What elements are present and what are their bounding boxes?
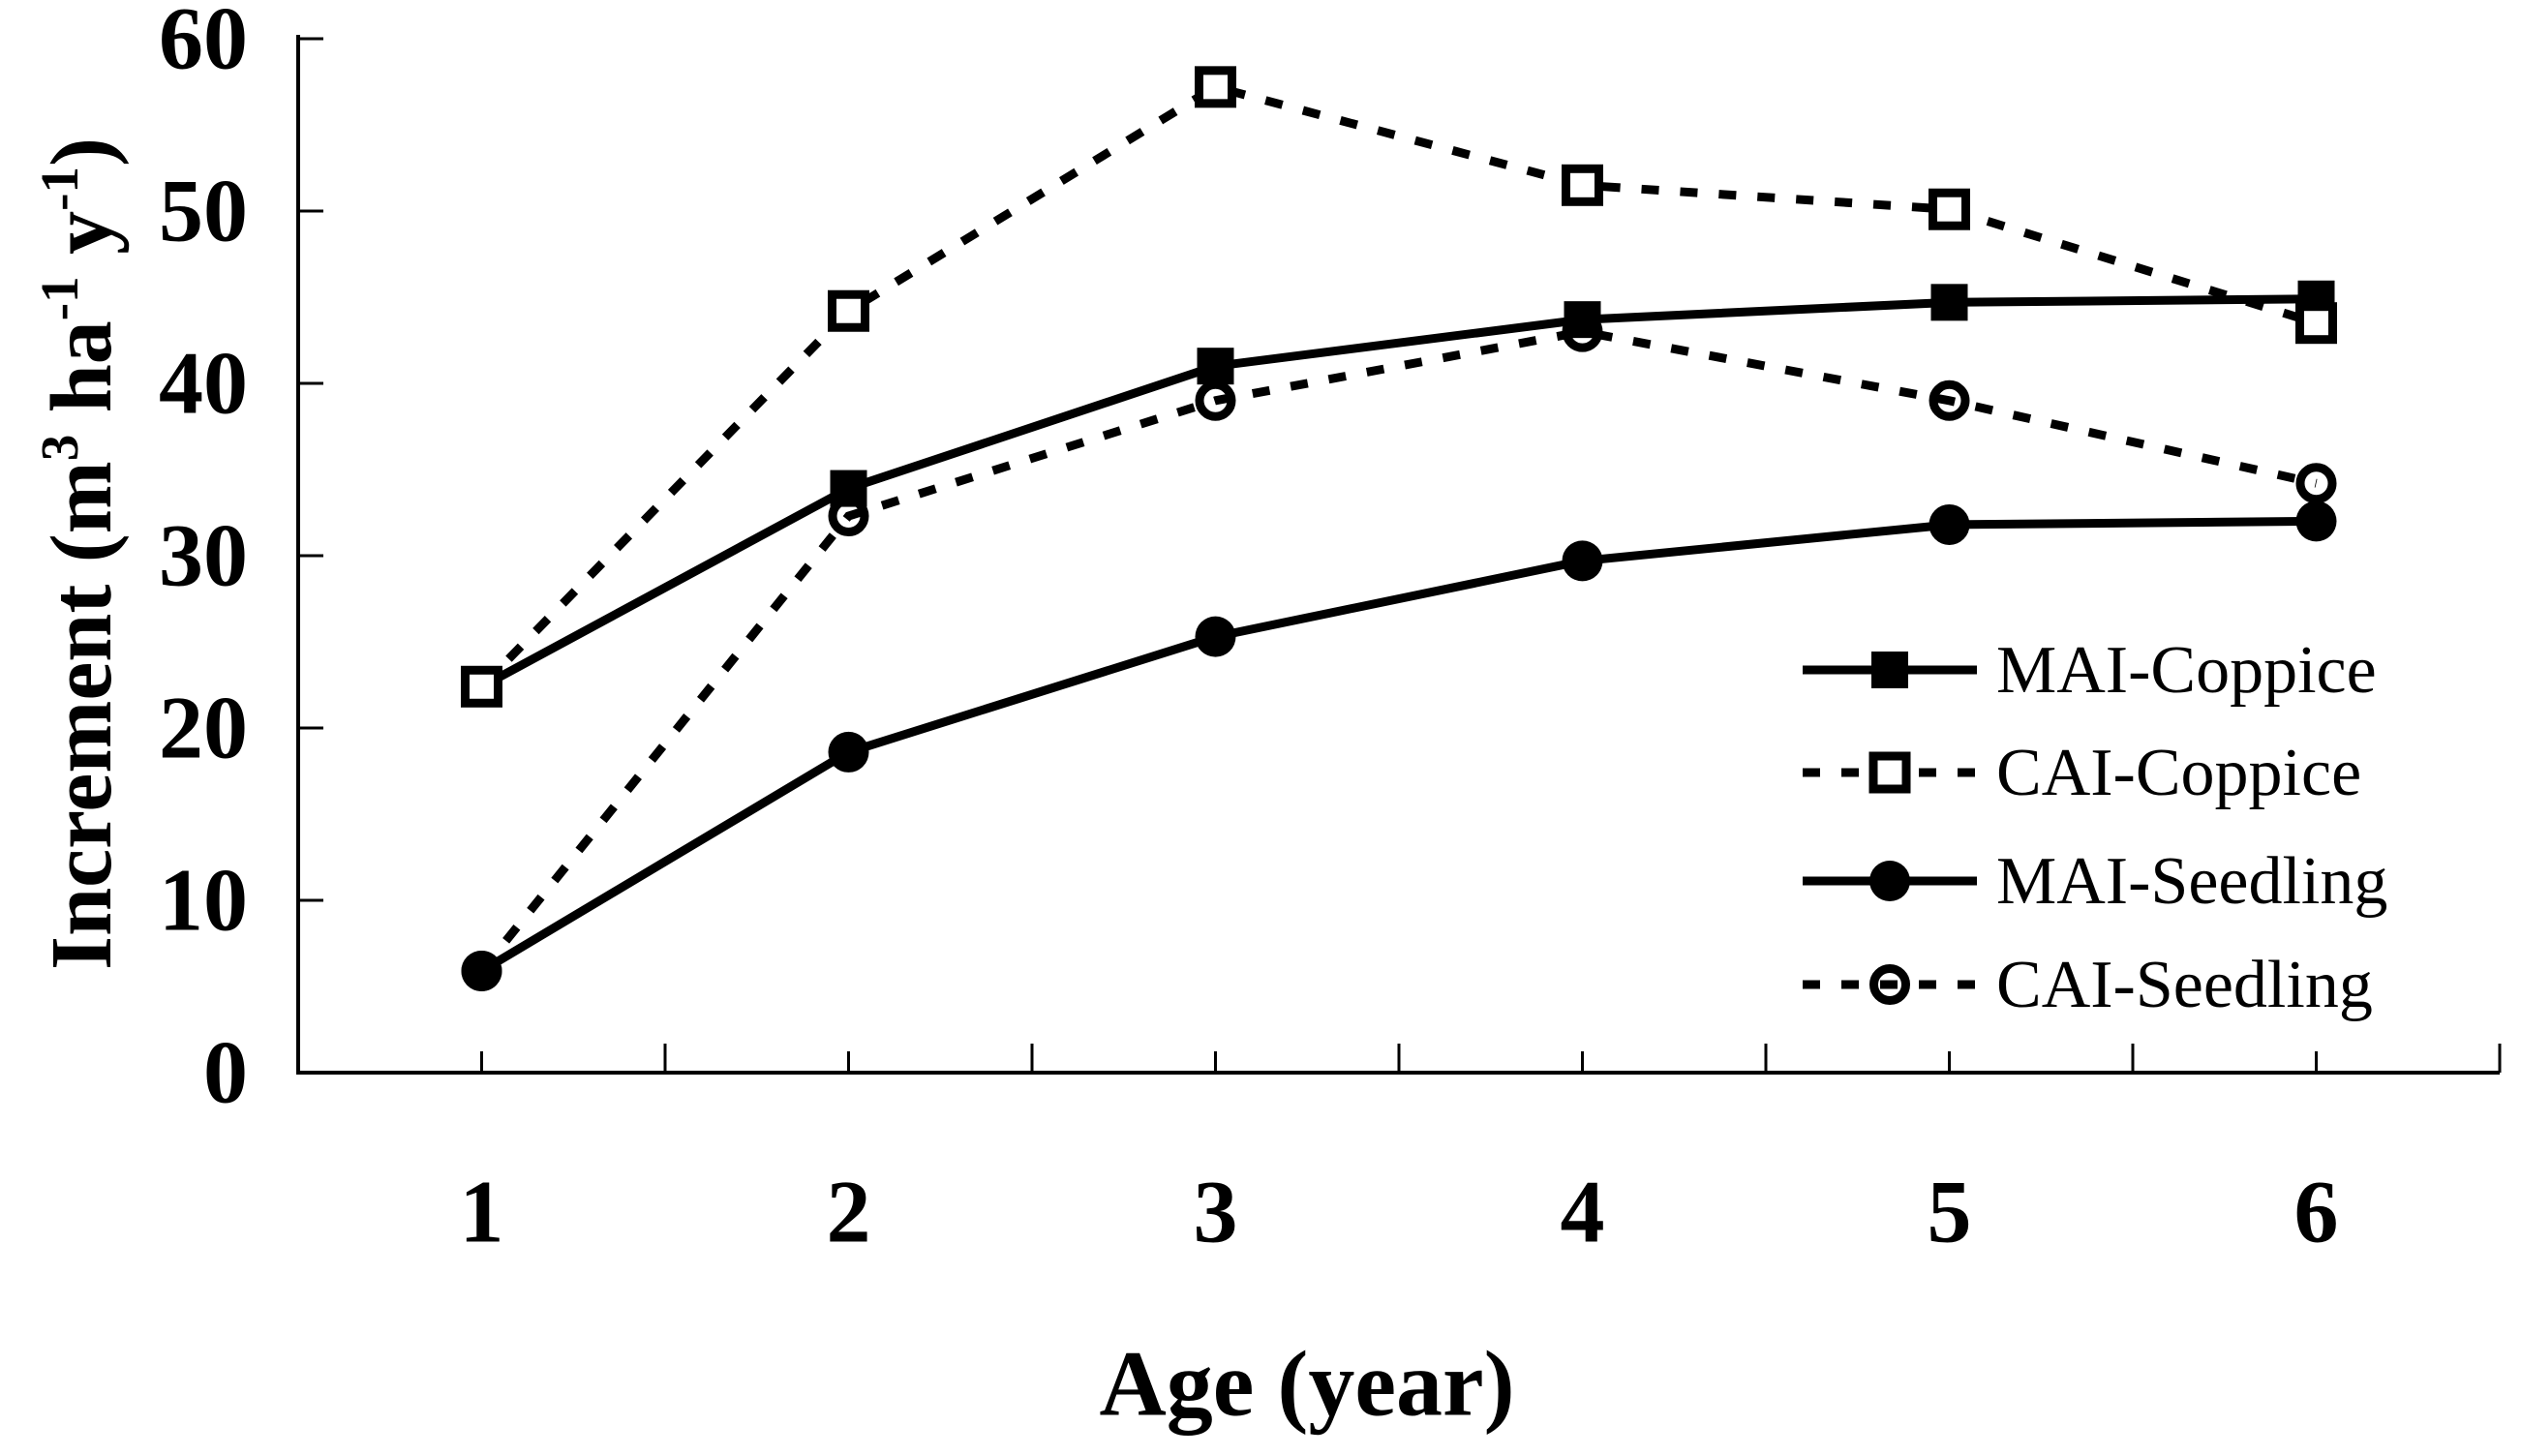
y-axis-title: Increment (m3 ha-1 y-1) xyxy=(30,137,130,970)
data-point xyxy=(2295,302,2337,345)
data-point xyxy=(2295,463,2337,504)
y-tick-label: 20 xyxy=(159,678,248,776)
data-point xyxy=(828,731,869,773)
data-point xyxy=(1929,188,1970,230)
data-point xyxy=(1868,751,1911,794)
series-lines xyxy=(477,81,2318,975)
series-markers-cai-coppice xyxy=(461,66,2337,708)
x-tick-label: 4 xyxy=(1561,1162,1605,1260)
series-line-mai-seedling xyxy=(479,516,2317,975)
legend-item-mai-seedling: MAI-Seedling xyxy=(1803,844,2387,919)
x-tick-label: 6 xyxy=(2294,1162,2339,1260)
x-tick-label: 2 xyxy=(827,1162,871,1260)
x-tick-label: 5 xyxy=(1928,1162,1972,1260)
data-point xyxy=(1562,540,1603,582)
data-point xyxy=(1195,616,1236,657)
data-point xyxy=(1869,964,1910,1005)
legend-item-cai-seedling: CAI-Seedling xyxy=(1803,948,2373,1022)
legend-label: CAI-Coppice xyxy=(1996,736,2361,810)
data-point xyxy=(830,470,867,507)
legend-label: MAI-Coppice xyxy=(1996,633,2377,708)
data-point xyxy=(1929,503,1970,545)
data-point xyxy=(1929,379,1970,421)
legend-label: MAI-Seedling xyxy=(1996,844,2387,919)
data-point xyxy=(2295,500,2337,542)
data-point xyxy=(461,665,502,708)
legend-label: CAI-Seedling xyxy=(1996,948,2373,1022)
series-line-mai-coppice xyxy=(479,294,2317,691)
legend-item-mai-coppice: MAI-Coppice xyxy=(1803,633,2377,708)
legend-item-cai-coppice: CAI-Coppice xyxy=(1803,736,2361,810)
x-tick-label: 1 xyxy=(460,1162,504,1260)
data-point xyxy=(1869,861,1910,901)
series-markers-mai-seedling xyxy=(461,500,2337,991)
data-point xyxy=(1930,284,1968,321)
x-tick-label: 3 xyxy=(1194,1162,1238,1260)
y-tick-label: 30 xyxy=(159,505,248,604)
y-tick-label: 0 xyxy=(203,1022,248,1121)
y-tick-label: 10 xyxy=(159,850,248,949)
y-tick-label: 40 xyxy=(159,333,248,432)
data-point xyxy=(1871,652,1908,688)
data-point xyxy=(1195,379,1236,421)
data-point xyxy=(1564,301,1601,339)
data-point xyxy=(1197,348,1234,385)
data-point xyxy=(1195,66,1236,108)
axes: 0 10 20 30 40 50 60 1 2 3 4 5 6 xyxy=(159,0,2502,1260)
data-point xyxy=(461,950,502,991)
data-point xyxy=(1562,164,1603,206)
y-tick-label: 60 xyxy=(159,0,248,87)
series-line-cai-coppice xyxy=(478,81,2318,690)
y-tick-label: 50 xyxy=(159,161,248,259)
x-axis-title: Age (year) xyxy=(1099,1332,1514,1436)
legend: MAI-Coppice CAI-Coppice MAI-Seedling CAI-Se… xyxy=(1803,633,2387,1022)
data-point xyxy=(828,289,869,332)
